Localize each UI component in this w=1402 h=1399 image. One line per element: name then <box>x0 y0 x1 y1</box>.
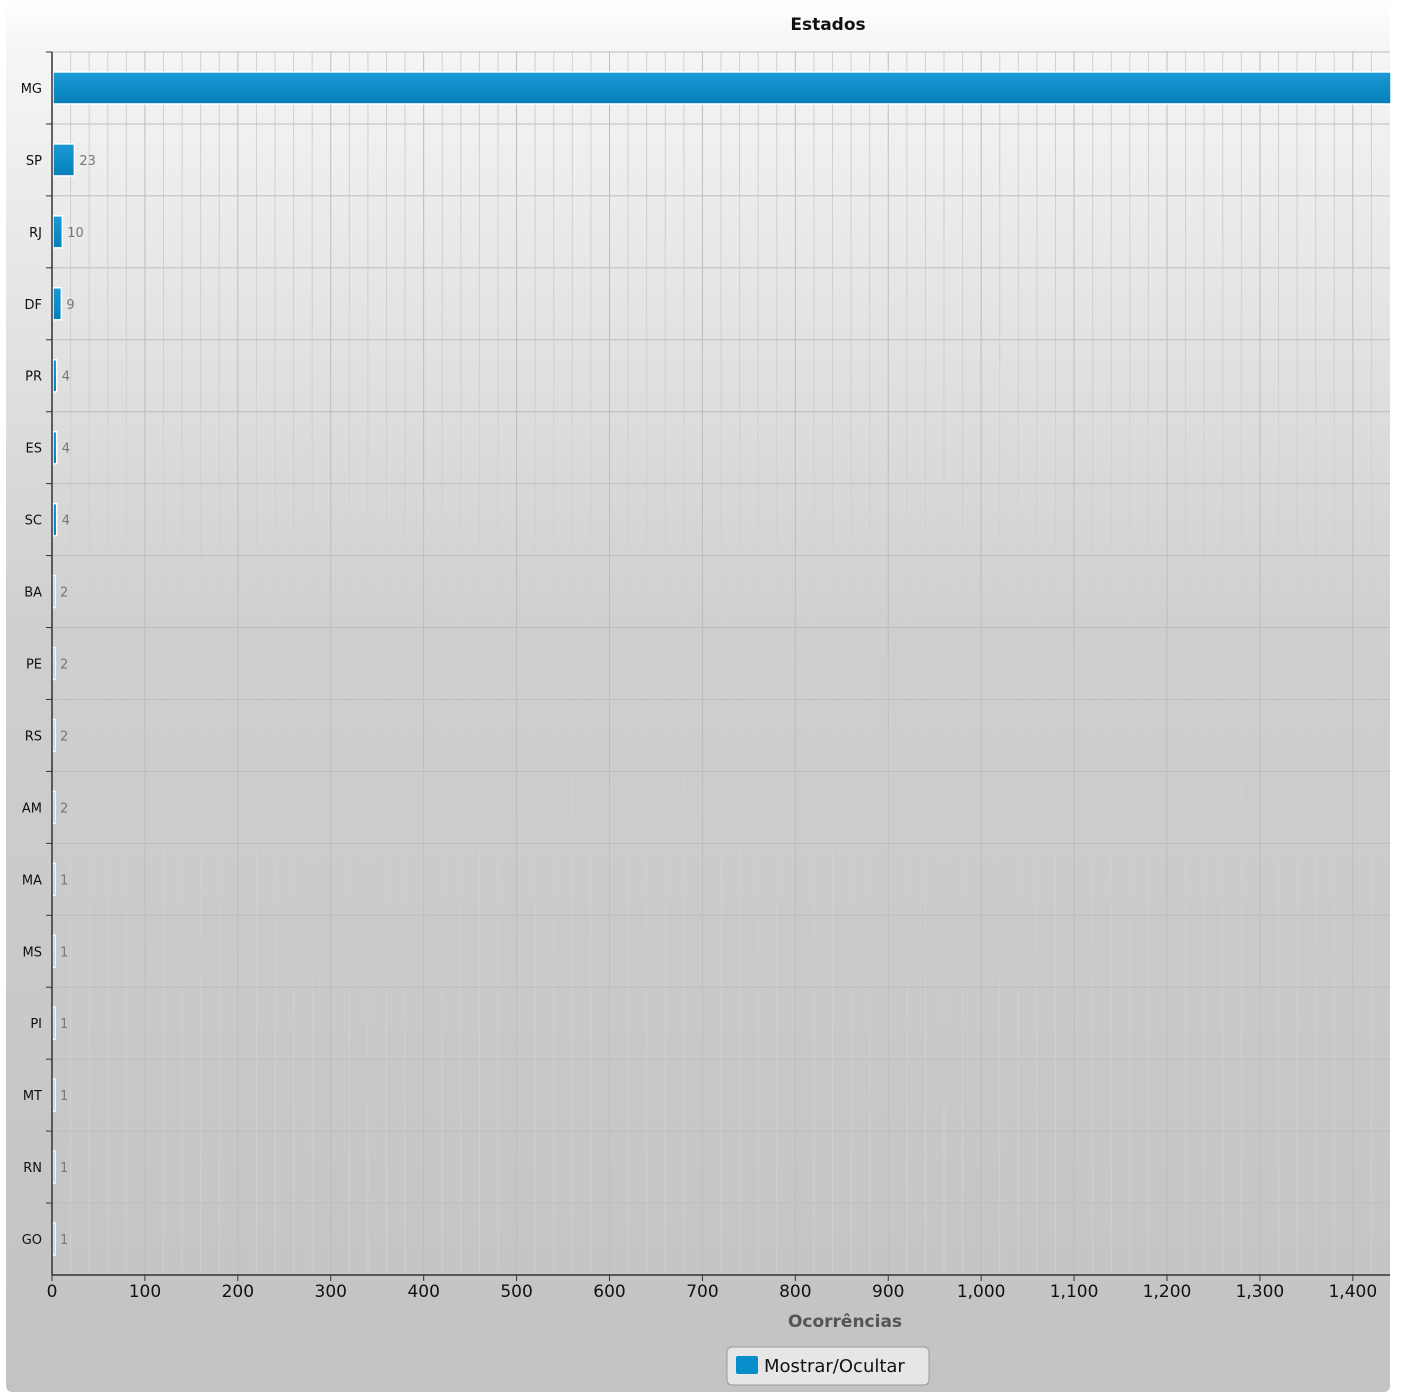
data-label-rj: 10 <box>67 226 84 241</box>
data-label-sp: 23 <box>79 154 96 169</box>
data-label-rn: 1 <box>60 1161 68 1176</box>
bar-mt[interactable] <box>52 1078 56 1112</box>
data-label-es: 4 <box>62 442 70 457</box>
data-label-mt: 1 <box>60 1089 68 1104</box>
y-tick-label-sp: SP <box>26 154 42 169</box>
data-label-am: 2 <box>60 801 68 816</box>
y-tick-label-ms: MS <box>23 945 42 960</box>
y-tick-label-pr: PR <box>25 370 42 385</box>
bar-rn[interactable] <box>52 1150 56 1184</box>
data-label-pr: 4 <box>62 370 70 385</box>
data-label-go: 1 <box>60 1233 68 1248</box>
bar-df[interactable] <box>52 287 63 321</box>
x-tick-label: 700 <box>686 1282 718 1302</box>
bar-es[interactable] <box>52 430 58 465</box>
x-tick-label: 900 <box>872 1282 904 1302</box>
data-label-ba: 2 <box>60 586 68 601</box>
bar-sc[interactable] <box>52 502 58 537</box>
legend-label[interactable]: Mostrar/Ocultar <box>764 1356 905 1377</box>
data-label-pe: 2 <box>60 658 68 673</box>
x-axis-label: Ocorrências <box>788 1312 902 1332</box>
x-tick-label: 400 <box>407 1282 439 1302</box>
x-tick-label: 1,100 <box>1050 1282 1099 1302</box>
chart-background <box>6 0 1390 1392</box>
data-label-rs: 2 <box>60 729 68 744</box>
x-tick-label: 800 <box>779 1282 811 1302</box>
legend-box[interactable] <box>726 1346 930 1386</box>
x-tick-label: 1,000 <box>957 1282 1006 1302</box>
bar-sp[interactable] <box>52 143 76 177</box>
y-tick-label-mt: MT <box>23 1089 42 1104</box>
grid <box>52 51 1390 1276</box>
chart-title: Estados <box>790 15 865 35</box>
axes: MG SP RJ DF PR ES SC BA PE RS AM MA MS PI MT RN GO 0 100 20… <box>21 51 1390 1302</box>
x-tick-label: 1,400 <box>1328 1282 1377 1302</box>
bar-ms[interactable] <box>52 934 56 969</box>
data-label-ma: 1 <box>60 873 68 888</box>
y-tick-label-mg: MG <box>21 82 42 97</box>
bar-pe[interactable] <box>52 646 56 681</box>
y-tick-label-df: DF <box>25 298 43 313</box>
bar-pi[interactable] <box>52 1006 56 1040</box>
y-tick-label-am: AM <box>22 801 42 816</box>
y-tick-label-ba: BA <box>24 586 42 601</box>
bar-go[interactable] <box>52 1222 56 1256</box>
legend-swatch[interactable] <box>736 1356 758 1374</box>
bar-pr[interactable] <box>52 358 58 393</box>
bar-rs[interactable] <box>52 718 56 753</box>
y-tick-label-go: GO <box>22 1233 42 1248</box>
y-tick-label-es: ES <box>26 442 42 457</box>
y-tick-label-ma: MA <box>22 873 42 888</box>
x-tick-label: 300 <box>315 1282 347 1302</box>
bar-rj[interactable] <box>52 215 64 249</box>
x-tick-label: 1,300 <box>1236 1282 1285 1302</box>
x-tick-label: 1,200 <box>1143 1282 1192 1302</box>
x-tick-label: 600 <box>593 1282 625 1302</box>
x-tick-label: 100 <box>129 1282 161 1302</box>
bars: 23 10 9 4 4 4 2 2 2 2 1 1 1 1 1 1 <box>52 71 1392 1256</box>
y-tick-label-sc: SC <box>25 514 42 529</box>
bar-mg[interactable] <box>52 71 1392 105</box>
data-label-df: 9 <box>66 298 74 313</box>
data-label-ms: 1 <box>60 945 68 960</box>
bar-am[interactable] <box>52 790 56 825</box>
x-tick-label: 500 <box>500 1282 532 1302</box>
y-tick-label-pe: PE <box>26 658 42 673</box>
bar-ma[interactable] <box>52 862 56 897</box>
y-tick-label-rj: RJ <box>29 226 42 241</box>
x-tick-label: 200 <box>222 1282 254 1302</box>
data-label-sc: 4 <box>62 514 70 529</box>
y-tick-label-pi: PI <box>30 1017 42 1032</box>
y-tick-label-rn: RN <box>23 1161 42 1176</box>
bar-ba[interactable] <box>52 574 56 609</box>
legend[interactable]: Mostrar/Ocultar <box>726 1346 930 1386</box>
y-tick-label-rs: RS <box>25 729 42 744</box>
x-tick-label: 0 <box>47 1282 58 1302</box>
data-label-pi: 1 <box>60 1017 68 1032</box>
